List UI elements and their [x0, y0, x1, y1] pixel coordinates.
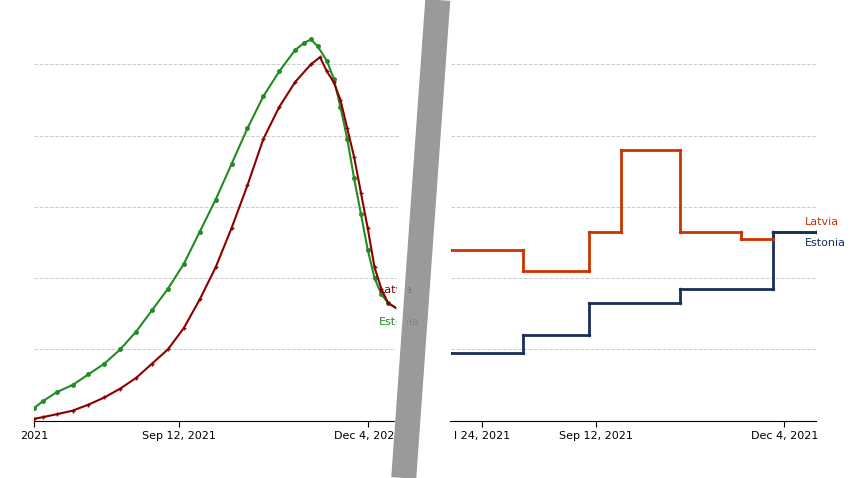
- Text: Latvia: Latvia: [379, 284, 413, 294]
- Text: Estonia: Estonia: [805, 238, 846, 248]
- Text: Latvia: Latvia: [805, 217, 839, 227]
- Text: Estonia: Estonia: [379, 317, 420, 327]
